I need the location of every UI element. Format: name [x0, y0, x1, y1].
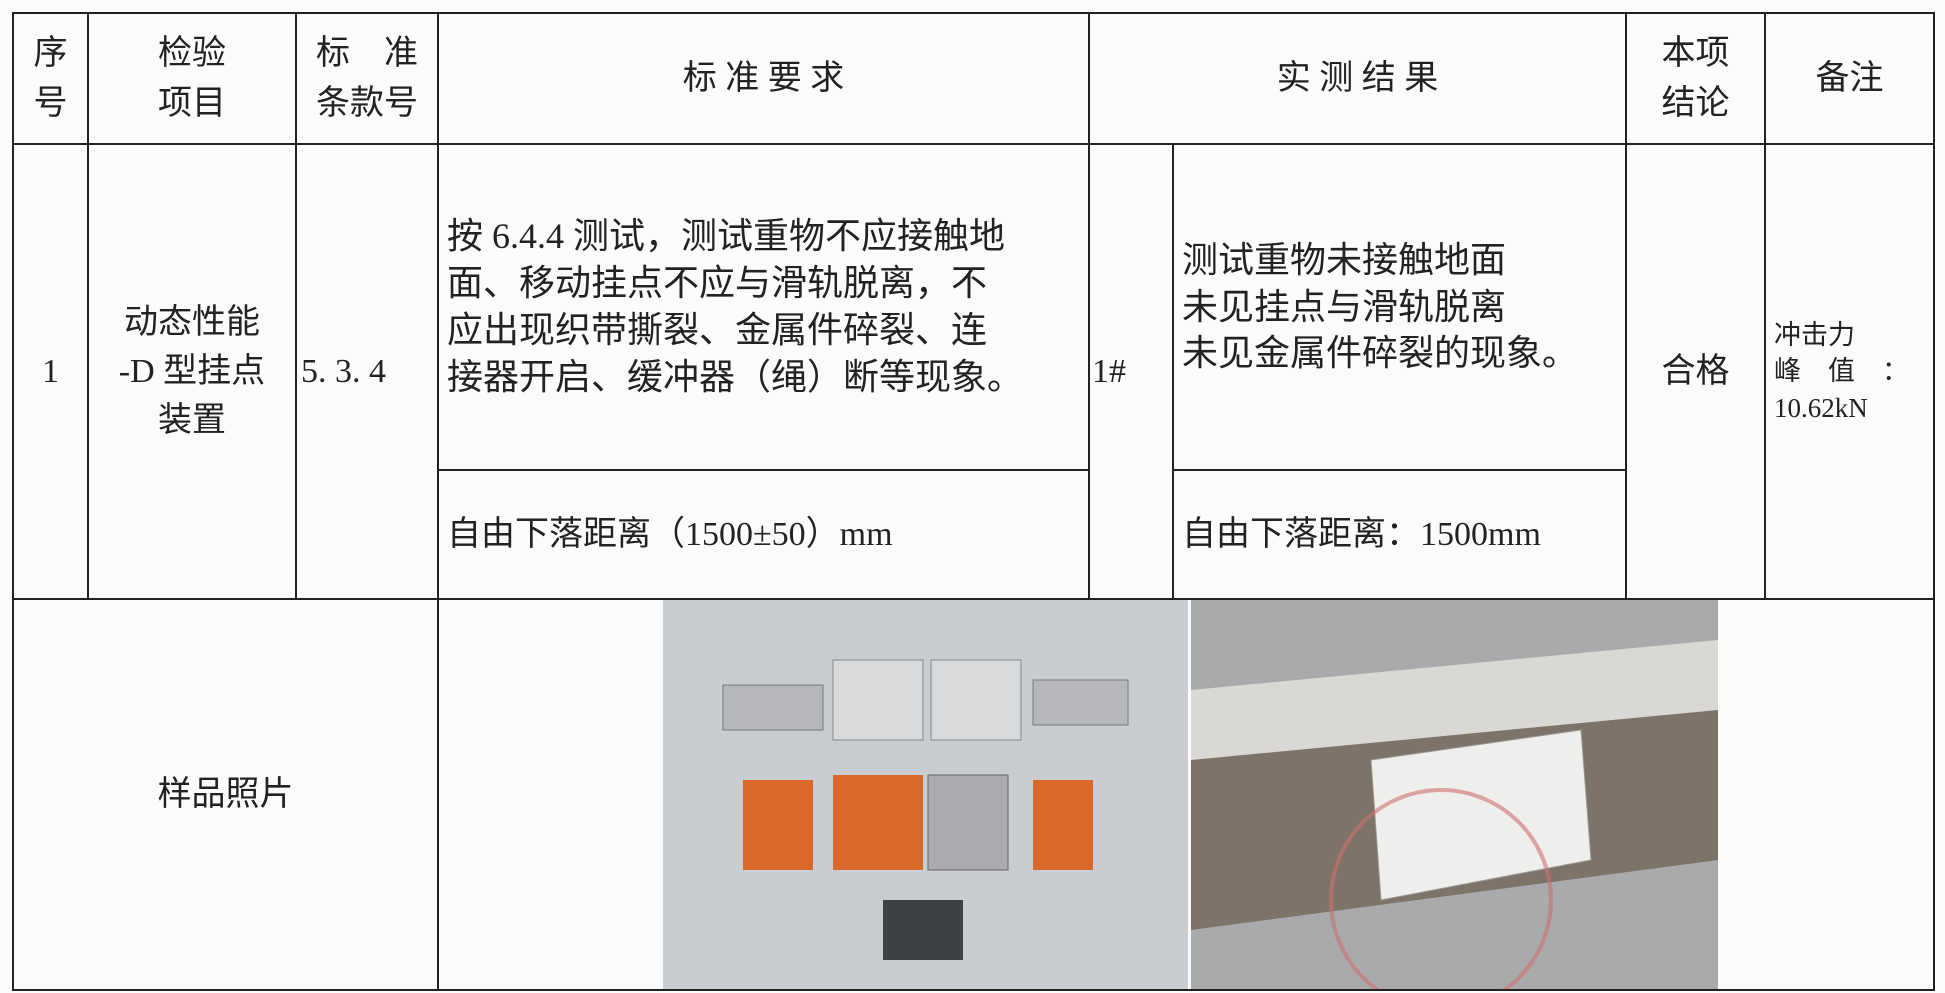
cell-text: 1#	[1092, 352, 1126, 390]
cell-text: 自由下落距离：1500mm	[1182, 515, 1541, 553]
header-text: 本项	[1661, 35, 1730, 73]
photo-cell	[437, 598, 1935, 991]
cell-text: -D 型挂点	[118, 352, 266, 390]
clause-cell: 5. 3. 4	[295, 143, 439, 600]
requirement-cell: 自由下落距离（1500±50）mm	[437, 469, 1090, 600]
item-cell: 动态性能 -D 型挂点 装置	[87, 143, 297, 600]
cell-text: 面、移动挂点不应与滑轨脱离，不	[447, 263, 988, 304]
result-cell: 自由下落距离：1500mm	[1172, 469, 1627, 600]
cell-text: 合格	[1661, 352, 1730, 390]
cell-text: 5. 3. 4	[301, 352, 386, 390]
header-text: 条款号	[316, 84, 418, 122]
header-text: 实 测 结 果	[1276, 59, 1439, 97]
cell-text: 1	[42, 352, 59, 390]
header-text: 标 准	[316, 35, 418, 73]
header-text: 号	[33, 84, 68, 122]
header-text: 检验	[158, 35, 226, 73]
sample-photo	[663, 600, 1188, 989]
cell-text: 装置	[158, 402, 226, 440]
header-text: 标 准 要 求	[682, 59, 845, 97]
sample-cell: 1#	[1088, 143, 1174, 600]
cell-text: 接器开启、缓冲器（绳）断等现象。	[447, 356, 1024, 397]
header-cell: 检验 项目	[87, 12, 297, 145]
header-cell: 实 测 结 果	[1088, 12, 1627, 145]
sample-photo	[1191, 600, 1718, 989]
cell-text: 未见挂点与滑轨脱离	[1182, 286, 1507, 327]
result-cell: 测试重物未接触地面 未见挂点与滑轨脱离未见金属件碎裂的现象。	[1172, 143, 1627, 471]
header-text: 项目	[158, 84, 226, 122]
cell-text: 10.62kN	[1774, 392, 1868, 423]
conclusion-cell: 合格	[1625, 143, 1766, 600]
requirement-cell: 按 6.4.4 测试，测试重物不应接触地 面、移动挂点不应与滑轨脱离，不 应出现织带…	[437, 143, 1090, 471]
seq-cell: 1	[12, 143, 89, 600]
header-cell: 备注	[1764, 12, 1935, 145]
header-text: 序	[33, 35, 68, 73]
header-text: 结论	[1661, 84, 1730, 122]
photo-label-cell: 样品照片	[12, 598, 439, 991]
cell-text: 样品照片	[157, 775, 294, 813]
header-text: 备注	[1815, 59, 1884, 97]
header-cell: 序号	[12, 12, 89, 145]
cell-text: 自由下落距离（1500±50）mm	[447, 515, 893, 553]
header-cell: 标 准 要 求	[437, 12, 1090, 145]
header-cell: 本项 结论	[1625, 12, 1766, 145]
cell-text: 动态性能	[124, 303, 260, 341]
cell-text: 测试重物未接触地面	[1182, 239, 1507, 280]
cell-text: 未见金属件碎裂的现象。	[1182, 333, 1579, 374]
header-cell: 标 准条款号	[295, 12, 439, 145]
remark-cell: 冲击力峰 值 ： 10.62kN	[1764, 143, 1935, 600]
cell-text: 冲击力	[1774, 319, 1855, 350]
cell-text: 按 6.4.4 测试，测试重物不应接触地	[447, 216, 1006, 257]
cell-text: 峰 值 ：	[1774, 356, 1909, 387]
cell-text: 应出现织带撕裂、金属件碎裂、连	[447, 310, 988, 350]
